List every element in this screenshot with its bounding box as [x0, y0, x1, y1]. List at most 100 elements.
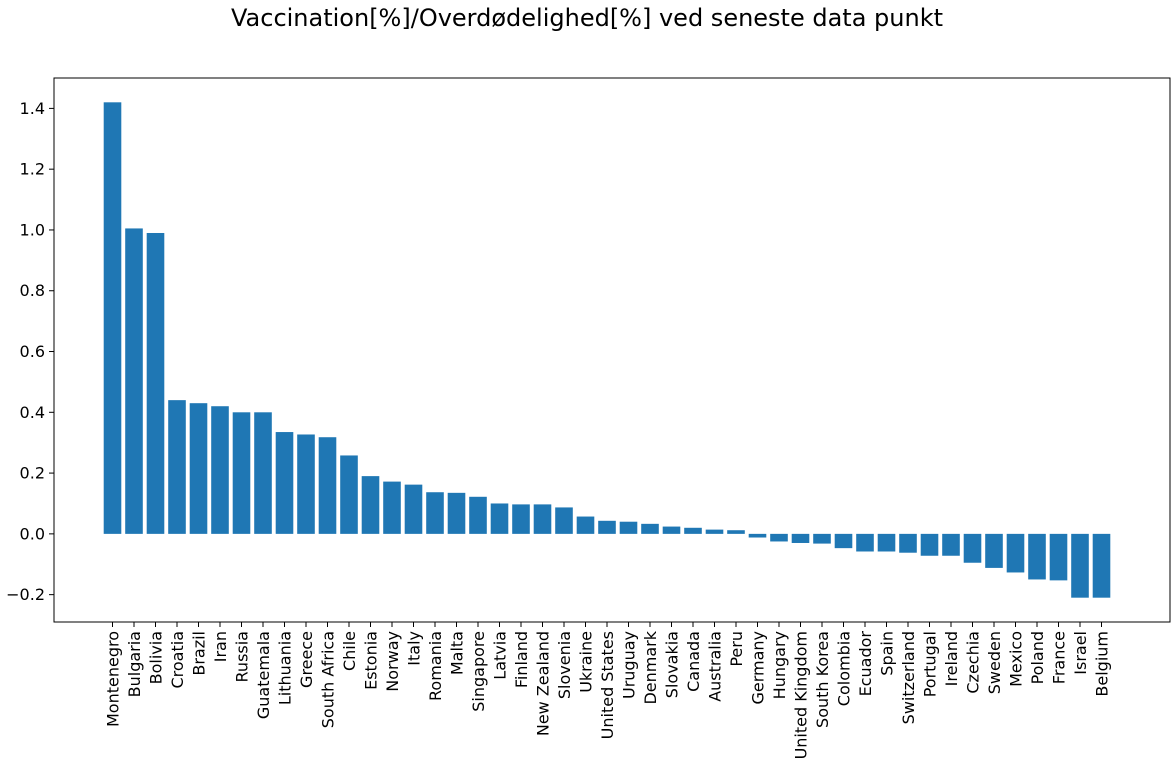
bar-romania	[426, 492, 444, 534]
x-tick-label: Peru	[727, 631, 746, 667]
x-tick-label: Canada	[684, 631, 703, 692]
bar-ukraine	[576, 516, 595, 534]
x-tick-label: Malta	[448, 631, 467, 675]
bar-uruguay	[619, 521, 638, 534]
x-tick-label: Israel	[1071, 631, 1090, 675]
bar-new-zealand	[533, 504, 552, 534]
bar-germany	[748, 533, 767, 538]
x-tick-label: Italy	[405, 631, 424, 666]
x-tick-label: Greece	[297, 631, 316, 688]
bar-portugal	[920, 533, 939, 556]
bar-italy	[404, 484, 423, 534]
plot-frame	[53, 77, 1171, 623]
y-tick-label: 0.0	[20, 524, 45, 543]
x-tick-label: Ukraine	[577, 631, 596, 693]
x-tick-label: Belgium	[1093, 631, 1112, 697]
y-axis: −0.2 0.0 0.2 0.4 0.6 0.8 1.0 1.2 1.4	[6, 99, 54, 604]
bar-peru	[727, 530, 745, 534]
bar-montenegro	[103, 102, 122, 534]
x-tick-label: Australia	[706, 631, 725, 702]
bar-spain	[877, 533, 896, 552]
bar-belgium	[1092, 533, 1111, 598]
x-tick-label: Lithuania	[276, 631, 295, 705]
bar-czechia	[963, 533, 982, 563]
bar-croatia	[168, 400, 186, 534]
bar-slovakia	[662, 526, 681, 534]
x-tick-label: Switzerland	[899, 631, 918, 724]
y-tick-label: 0.8	[20, 281, 45, 300]
x-tick-label: Montenegro	[104, 631, 123, 727]
bar-canada	[684, 527, 702, 534]
bar-ireland	[942, 533, 960, 556]
bar-chile	[340, 455, 358, 534]
bar-mexico	[1006, 533, 1025, 573]
x-tick-label: Russia	[233, 631, 252, 682]
bar-south-korea	[813, 533, 831, 544]
bar-denmark	[641, 523, 659, 534]
x-tick-label: Spain	[878, 631, 897, 676]
x-tick-label: Estonia	[362, 631, 381, 690]
x-tick-label: Czechia	[964, 631, 983, 694]
x-tick-label: Iran	[211, 631, 230, 662]
x-tick-label: Slovakia	[663, 631, 682, 698]
x-tick-label: Ireland	[942, 631, 961, 686]
x-tick-label: Hungary	[770, 631, 789, 699]
x-tick-label: Portugal	[921, 631, 940, 697]
bar-lithuania	[275, 432, 294, 534]
x-tick-label: Uruguay	[620, 631, 639, 699]
bar-australia	[705, 529, 724, 534]
x-tick-label: Norway	[383, 631, 402, 692]
bar-sweden	[985, 533, 1003, 568]
x-tick-label: Romania	[426, 631, 445, 701]
y-tick-label: 1.4	[20, 99, 45, 118]
x-tick-label: Guatemala	[254, 631, 273, 719]
x-tick-label: United Kingdom	[792, 631, 811, 759]
bar-guatemala	[254, 412, 272, 534]
bar-poland	[1028, 533, 1046, 580]
bar-south-africa	[318, 437, 337, 534]
x-tick-label: Bulgaria	[125, 631, 144, 697]
x-tick-label: Poland	[1028, 631, 1047, 684]
bar-norway	[383, 481, 401, 534]
x-tick-label: Croatia	[168, 631, 187, 689]
x-tick-label: Brazil	[190, 631, 209, 676]
x-tick-label: South Korea	[813, 631, 832, 728]
bar-greece	[297, 434, 315, 534]
x-tick-label: Slovenia	[555, 631, 574, 699]
bar-singapore	[469, 496, 487, 534]
bar-russia	[232, 412, 251, 534]
bars	[103, 102, 1111, 598]
bar-brazil	[189, 403, 208, 534]
x-tick-label: Germany	[749, 631, 768, 705]
bar-colombia	[834, 533, 853, 549]
y-tick-label: 0.6	[20, 342, 45, 361]
y-tick-label: 1.0	[20, 220, 45, 239]
x-axis: Montenegro Bulgaria Bolivia Croatia Brazil Ir…	[104, 622, 1112, 759]
bar-switzerland	[899, 533, 917, 553]
x-tick-label: United States	[598, 631, 617, 739]
y-tick-label: 0.4	[20, 403, 45, 422]
bar-united-kingdom	[791, 533, 810, 543]
bar-estonia	[361, 476, 380, 534]
chart-title: Vaccination[%]/Overdødelighed[%] ved sen…	[231, 4, 943, 32]
x-tick-label: France	[1050, 631, 1069, 684]
x-tick-label: Sweden	[985, 631, 1004, 694]
bar-ecuador	[856, 533, 874, 552]
y-tick-label: −0.2	[6, 585, 45, 604]
bar-united-states	[598, 520, 616, 534]
y-tick-label: 0.2	[20, 464, 45, 483]
bar-finland	[512, 504, 530, 534]
x-tick-label: Ecuador	[856, 631, 875, 697]
x-tick-label: Chile	[340, 631, 359, 671]
bar-malta	[447, 492, 466, 534]
bar-france	[1049, 533, 1068, 581]
x-tick-label: Denmark	[641, 630, 660, 704]
x-tick-label: South Africa	[319, 631, 338, 728]
x-tick-label: Mexico	[1007, 631, 1026, 687]
bar-israel	[1071, 533, 1089, 598]
bar-hungary	[770, 533, 788, 542]
bar-latvia	[490, 503, 509, 534]
bar-bulgaria	[125, 228, 143, 534]
